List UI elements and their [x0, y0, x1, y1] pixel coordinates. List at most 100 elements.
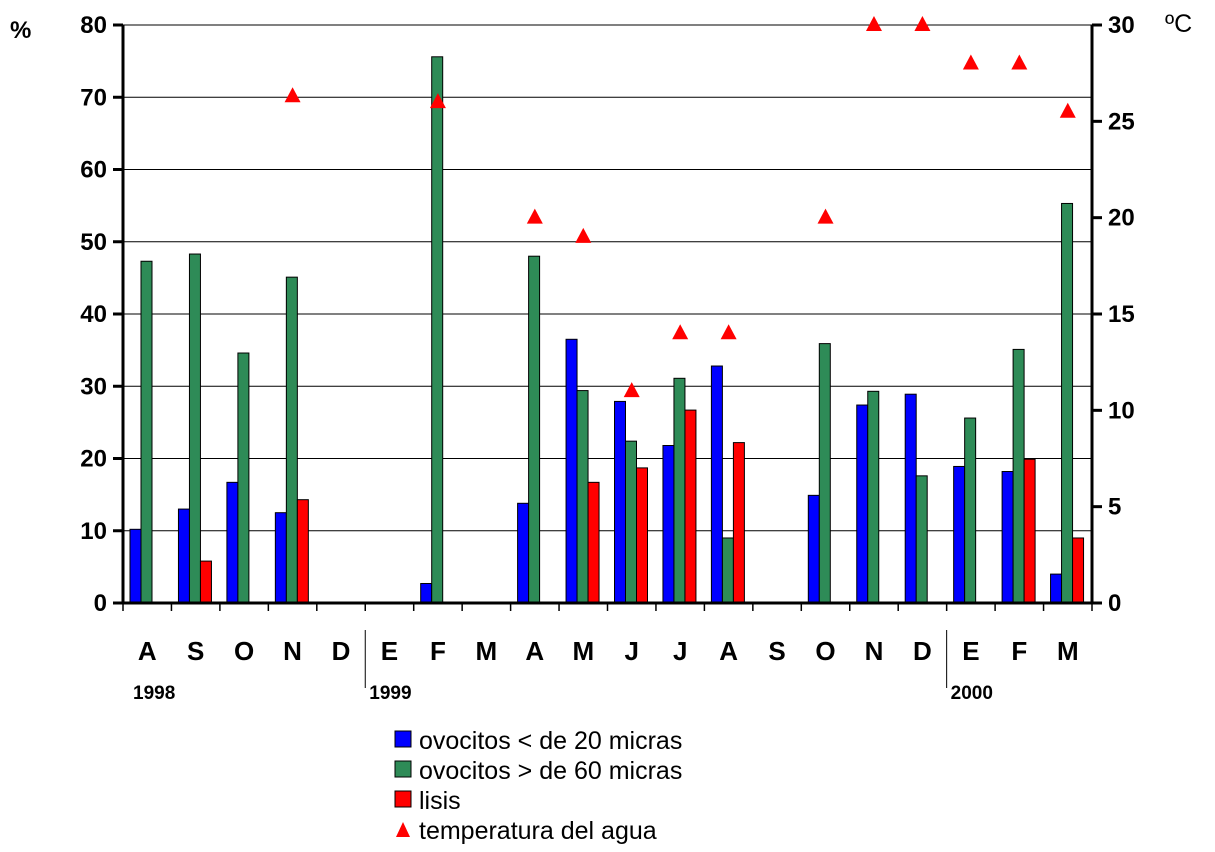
year-label: 1998 [133, 683, 175, 704]
right-tick-label: 15 [1108, 301, 1135, 328]
legend-swatch [395, 791, 411, 807]
temperature-marker [285, 87, 301, 102]
category-label: J [673, 636, 687, 666]
bar-lisis [1024, 459, 1035, 603]
left-tick-label: 30 [80, 373, 107, 400]
temperature-marker [672, 324, 688, 339]
category-label: J [624, 636, 638, 666]
bar-lisis [1073, 538, 1084, 603]
bar-ovocitos-20 [954, 466, 965, 603]
temperature-marker [721, 324, 737, 339]
category-label: F [1011, 636, 1027, 666]
left-tick-label: 40 [80, 301, 107, 328]
bar-ovocitos-60 [432, 57, 443, 603]
right-tick-label: 10 [1108, 397, 1135, 424]
category-label: M [476, 636, 498, 666]
bar-lisis [685, 410, 696, 603]
bar-ovocitos-20 [566, 339, 577, 603]
bar-ovocitos-20 [615, 401, 626, 603]
bar-ovocitos-20 [130, 529, 141, 603]
bar-ovocitos-60 [141, 261, 152, 603]
temperature-marker [624, 382, 640, 397]
category-label: F [430, 636, 446, 666]
bar-ovocitos-20 [421, 583, 432, 603]
bar-ovocitos-60 [286, 277, 297, 603]
bar-ovocitos-60 [626, 441, 637, 603]
left-tick-label: 70 [80, 84, 107, 111]
left-tick-label: 10 [80, 518, 107, 545]
bar-ovocitos-20 [275, 513, 286, 603]
temperature-markers [285, 16, 1076, 397]
legend-marker [396, 822, 410, 837]
category-label: M [572, 636, 594, 666]
category-label: A [138, 636, 157, 666]
left-tick-label: 0 [94, 590, 107, 617]
bar-ovocitos-60 [529, 256, 540, 603]
right-tick-labels: 0 5 10 15 20 25 30 [1108, 12, 1135, 617]
bar-lisis [637, 468, 648, 603]
category-label: O [234, 636, 254, 666]
temperature-marker [1011, 55, 1027, 70]
bar-ovocitos-60 [238, 353, 249, 603]
category-label: D [332, 636, 351, 666]
bar-ovocitos-20 [227, 482, 238, 603]
category-label: N [865, 636, 884, 666]
right-tick-label: 5 [1108, 494, 1121, 521]
temperature-marker [1060, 103, 1076, 118]
category-label: E [962, 636, 979, 666]
left-axis-unit: % [10, 17, 31, 44]
legend-swatch [395, 761, 411, 777]
bar-ovocitos-20 [857, 405, 868, 603]
right-axis-unit: ºC [1165, 10, 1192, 38]
left-tick-label: 80 [80, 12, 107, 39]
temperature-marker [914, 16, 930, 31]
bar-ovocitos-20 [663, 445, 674, 603]
bar-ovocitos-60 [868, 391, 879, 603]
category-label: A [719, 636, 738, 666]
bar-lisis [297, 500, 308, 603]
right-tick-label: 25 [1108, 108, 1135, 135]
bar-lisis [200, 561, 211, 603]
right-tick-label: 30 [1108, 12, 1135, 39]
bar-ovocitos-60 [1013, 349, 1024, 603]
bar-ovocitos-60 [722, 538, 733, 603]
bars [130, 57, 1084, 603]
category-label: S [768, 636, 785, 666]
bar-ovocitos-20 [808, 495, 819, 603]
temperature-marker [527, 209, 543, 224]
bar-ovocitos-20 [1002, 472, 1013, 603]
bar-ovocitos-20 [711, 366, 722, 603]
legend-label: ovocitos > de 60 micras [419, 757, 682, 785]
bar-ovocitos-60 [819, 344, 830, 603]
temperature-marker [866, 16, 882, 31]
category-label: E [381, 636, 398, 666]
bar-ovocitos-20 [178, 509, 189, 603]
bar-ovocitos-60 [1062, 203, 1073, 603]
category-label: N [283, 636, 302, 666]
category-label: D [913, 636, 932, 666]
category-label: S [187, 636, 204, 666]
bar-ovocitos-20 [518, 503, 529, 603]
bar-lisis [733, 443, 744, 603]
bar-lisis [588, 482, 599, 603]
temperature-marker [818, 209, 834, 224]
bar-ovocitos-60 [674, 378, 685, 603]
bar-ovocitos-60 [965, 418, 976, 603]
bar-ovocitos-60 [189, 254, 200, 603]
legend-label: lisis [419, 787, 461, 815]
legend-label: ovocitos < de 20 micras [419, 727, 682, 755]
right-tick-label: 0 [1108, 590, 1121, 617]
bar-ovocitos-60 [577, 391, 588, 603]
left-tick-label: 60 [80, 157, 107, 184]
bar-ovocitos-20 [905, 394, 916, 603]
bar-ovocitos-60 [916, 476, 927, 603]
category-label: O [815, 636, 835, 666]
legend-label: temperatura del agua [419, 817, 657, 845]
category-label: A [525, 636, 544, 666]
right-tick-label: 20 [1108, 205, 1135, 232]
temperature-marker [963, 55, 979, 70]
category-label: M [1057, 636, 1079, 666]
